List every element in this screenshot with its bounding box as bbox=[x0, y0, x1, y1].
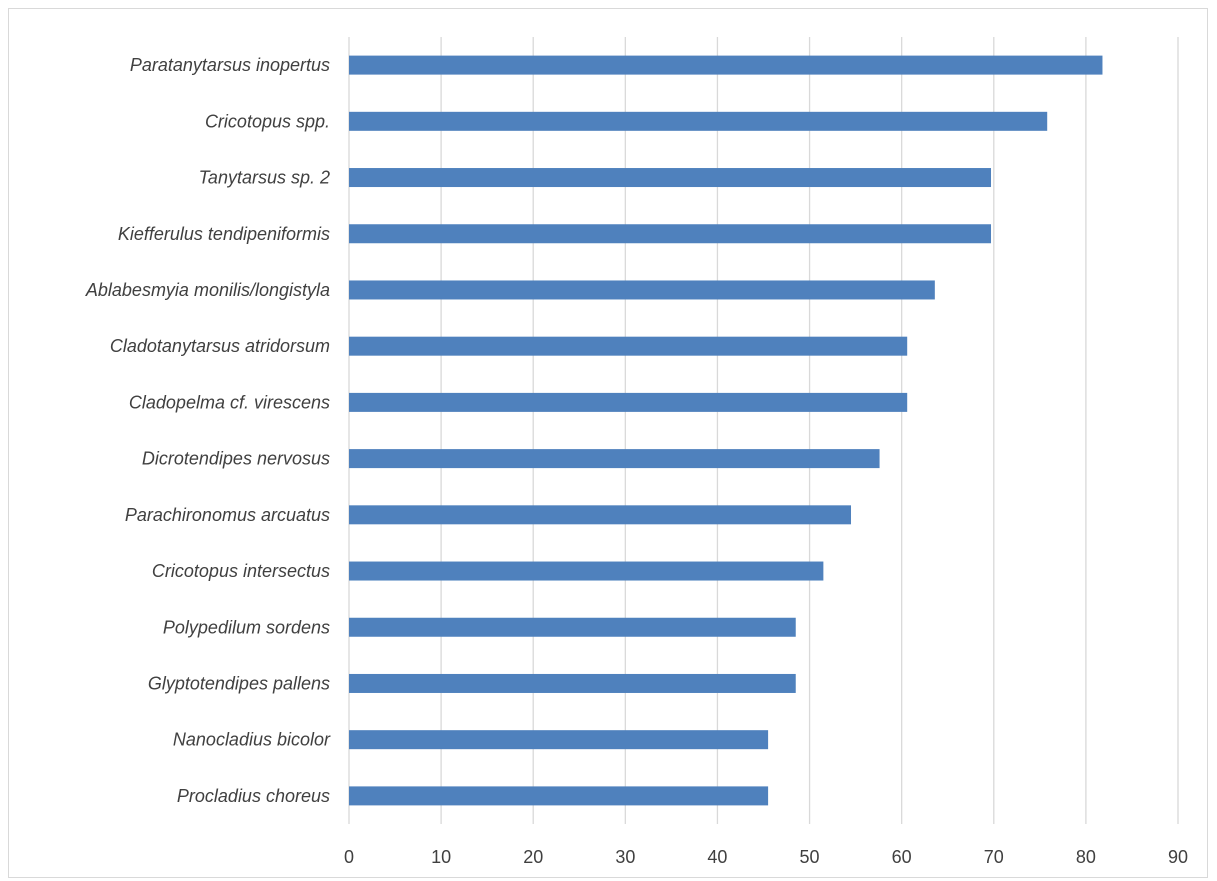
bar bbox=[349, 280, 935, 300]
category-label: Paratanytarsus inopertus bbox=[130, 55, 330, 75]
bar bbox=[349, 392, 908, 412]
bar bbox=[349, 561, 824, 581]
category-label: Polypedilum sordens bbox=[163, 617, 330, 637]
bar bbox=[349, 55, 1103, 75]
category-label: Parachironomus arcuatus bbox=[125, 505, 330, 525]
category-label: Nanocladius bicolor bbox=[173, 730, 331, 750]
bar bbox=[349, 505, 852, 525]
category-label: Ablabesmyia monilis/longistyla bbox=[85, 280, 330, 300]
x-tick-label: 60 bbox=[892, 847, 912, 867]
bar bbox=[349, 617, 796, 637]
x-tick-label: 40 bbox=[707, 847, 727, 867]
bar bbox=[349, 449, 880, 469]
category-label: Cladotanytarsus atridorsum bbox=[110, 336, 330, 356]
bar bbox=[349, 673, 796, 693]
bar bbox=[349, 168, 992, 188]
x-tick-label: 20 bbox=[523, 847, 543, 867]
x-tick-label: 50 bbox=[800, 847, 820, 867]
category-label: Dicrotendipes nervosus bbox=[142, 449, 330, 469]
x-tick-label: 0 bbox=[344, 847, 354, 867]
category-label: Kiefferulus tendipeniformis bbox=[118, 224, 330, 244]
x-tick-label: 80 bbox=[1076, 847, 1096, 867]
x-tick-label: 90 bbox=[1168, 847, 1188, 867]
bar bbox=[349, 336, 908, 356]
x-axis-tick-labels: 0 10 20 30 40 50 60 70 80 90 bbox=[344, 847, 1188, 867]
category-labels: Paratanytarsus inopertus Cricotopus spp. T… bbox=[85, 55, 331, 806]
bar bbox=[349, 111, 1048, 131]
x-tick-label: 70 bbox=[984, 847, 1004, 867]
category-label: Cricotopus intersectus bbox=[152, 561, 330, 581]
bar bbox=[349, 224, 992, 244]
category-label: Cricotopus spp. bbox=[205, 111, 330, 131]
gridlines bbox=[348, 37, 1179, 824]
category-label: Cladopelma cf. virescens bbox=[129, 392, 330, 412]
x-tick-label: 30 bbox=[615, 847, 635, 867]
category-label: Glyptotendipes pallens bbox=[148, 673, 330, 693]
x-tick-label: 10 bbox=[431, 847, 451, 867]
category-label: Tanytarsus sp. 2 bbox=[199, 168, 330, 188]
bars bbox=[349, 55, 1103, 806]
bar bbox=[349, 786, 769, 806]
bar bbox=[349, 730, 769, 750]
category-label: Procladius choreus bbox=[177, 786, 330, 806]
